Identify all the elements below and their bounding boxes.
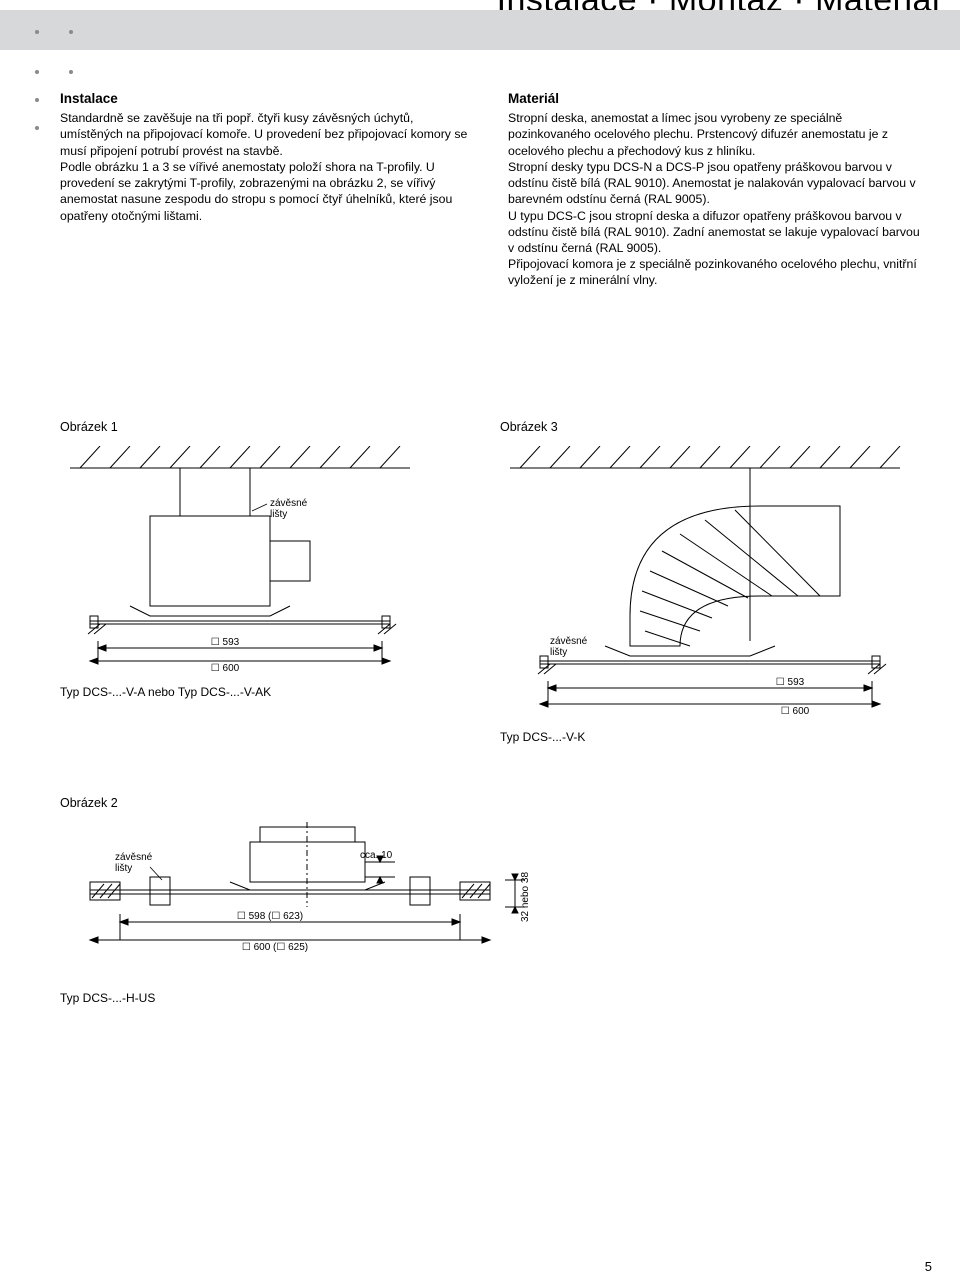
material-text: Stropní deska, anemostat a límec jsou vy… bbox=[508, 110, 920, 288]
fig3-svg: závěsnélišty ☐ 593 ☐ 600 bbox=[500, 446, 920, 721]
fig1-dim2: ☐ 600 bbox=[211, 663, 240, 674]
page-number: 5 bbox=[925, 1258, 932, 1276]
figures-row: Obrázek 1 bbox=[60, 419, 920, 745]
fig2-svg: závěsnélišty cca. 10 32 nebo 38 ☐ 598 (☐… bbox=[60, 822, 560, 972]
header-dots bbox=[35, 22, 103, 40]
fig2-cca: cca. 10 bbox=[360, 850, 393, 861]
fig3-hanglabel: závěsnélišty bbox=[550, 636, 588, 658]
page: Instalace · Montáž · Materiál Instalace … bbox=[0, 10, 960, 1286]
figure-2: Obrázek 2 bbox=[60, 795, 920, 1006]
main-content: Instalace Standardně se zavěšuje na tři … bbox=[0, 50, 960, 1026]
fig2-dim1: ☐ 598 (☐ 623) bbox=[237, 911, 303, 922]
instalace-text: Standardně se zavěšuje na tři popř. čtyř… bbox=[60, 110, 472, 224]
figure-3: Obrázek 3 bbox=[500, 419, 920, 745]
fig1-svg: závěsnélišty ☐ 593 ☐ 600 bbox=[60, 446, 460, 676]
fig2-title: Obrázek 2 bbox=[60, 795, 920, 812]
figure-1: Obrázek 1 bbox=[60, 419, 464, 745]
fig1-type: Typ DCS-...-V-A nebo Typ DCS-...-V-AK bbox=[60, 684, 464, 700]
fig2-type: Typ DCS-...-H-US bbox=[60, 990, 920, 1006]
material-heading: Materiál bbox=[508, 90, 920, 108]
left-column: Instalace Standardně se zavěšuje na tři … bbox=[60, 90, 472, 289]
fig1-dim1: ☐ 593 bbox=[211, 637, 240, 648]
fig1-title: Obrázek 1 bbox=[60, 419, 464, 436]
fig1-hanglabel: závěsnélišty bbox=[270, 498, 308, 520]
fig3-type: Typ DCS-...-V-K bbox=[500, 729, 920, 745]
header-bar bbox=[0, 10, 960, 50]
fig3-title: Obrázek 3 bbox=[500, 419, 920, 436]
right-column: Materiál Stropní deska, anemostat a líme… bbox=[508, 90, 920, 289]
fig2-side: 32 nebo 38 bbox=[520, 871, 531, 921]
fig3-dim1: ☐ 593 bbox=[776, 677, 805, 688]
side-dots bbox=[35, 98, 39, 154]
fig2-hanglabel: závěsnélišty bbox=[115, 852, 153, 874]
text-columns: Instalace Standardně se zavěšuje na tři … bbox=[60, 90, 920, 289]
fig3-dim2: ☐ 600 bbox=[781, 706, 810, 717]
instalace-heading: Instalace bbox=[60, 90, 472, 108]
fig2-dim2: ☐ 600 (☐ 625) bbox=[242, 942, 308, 953]
